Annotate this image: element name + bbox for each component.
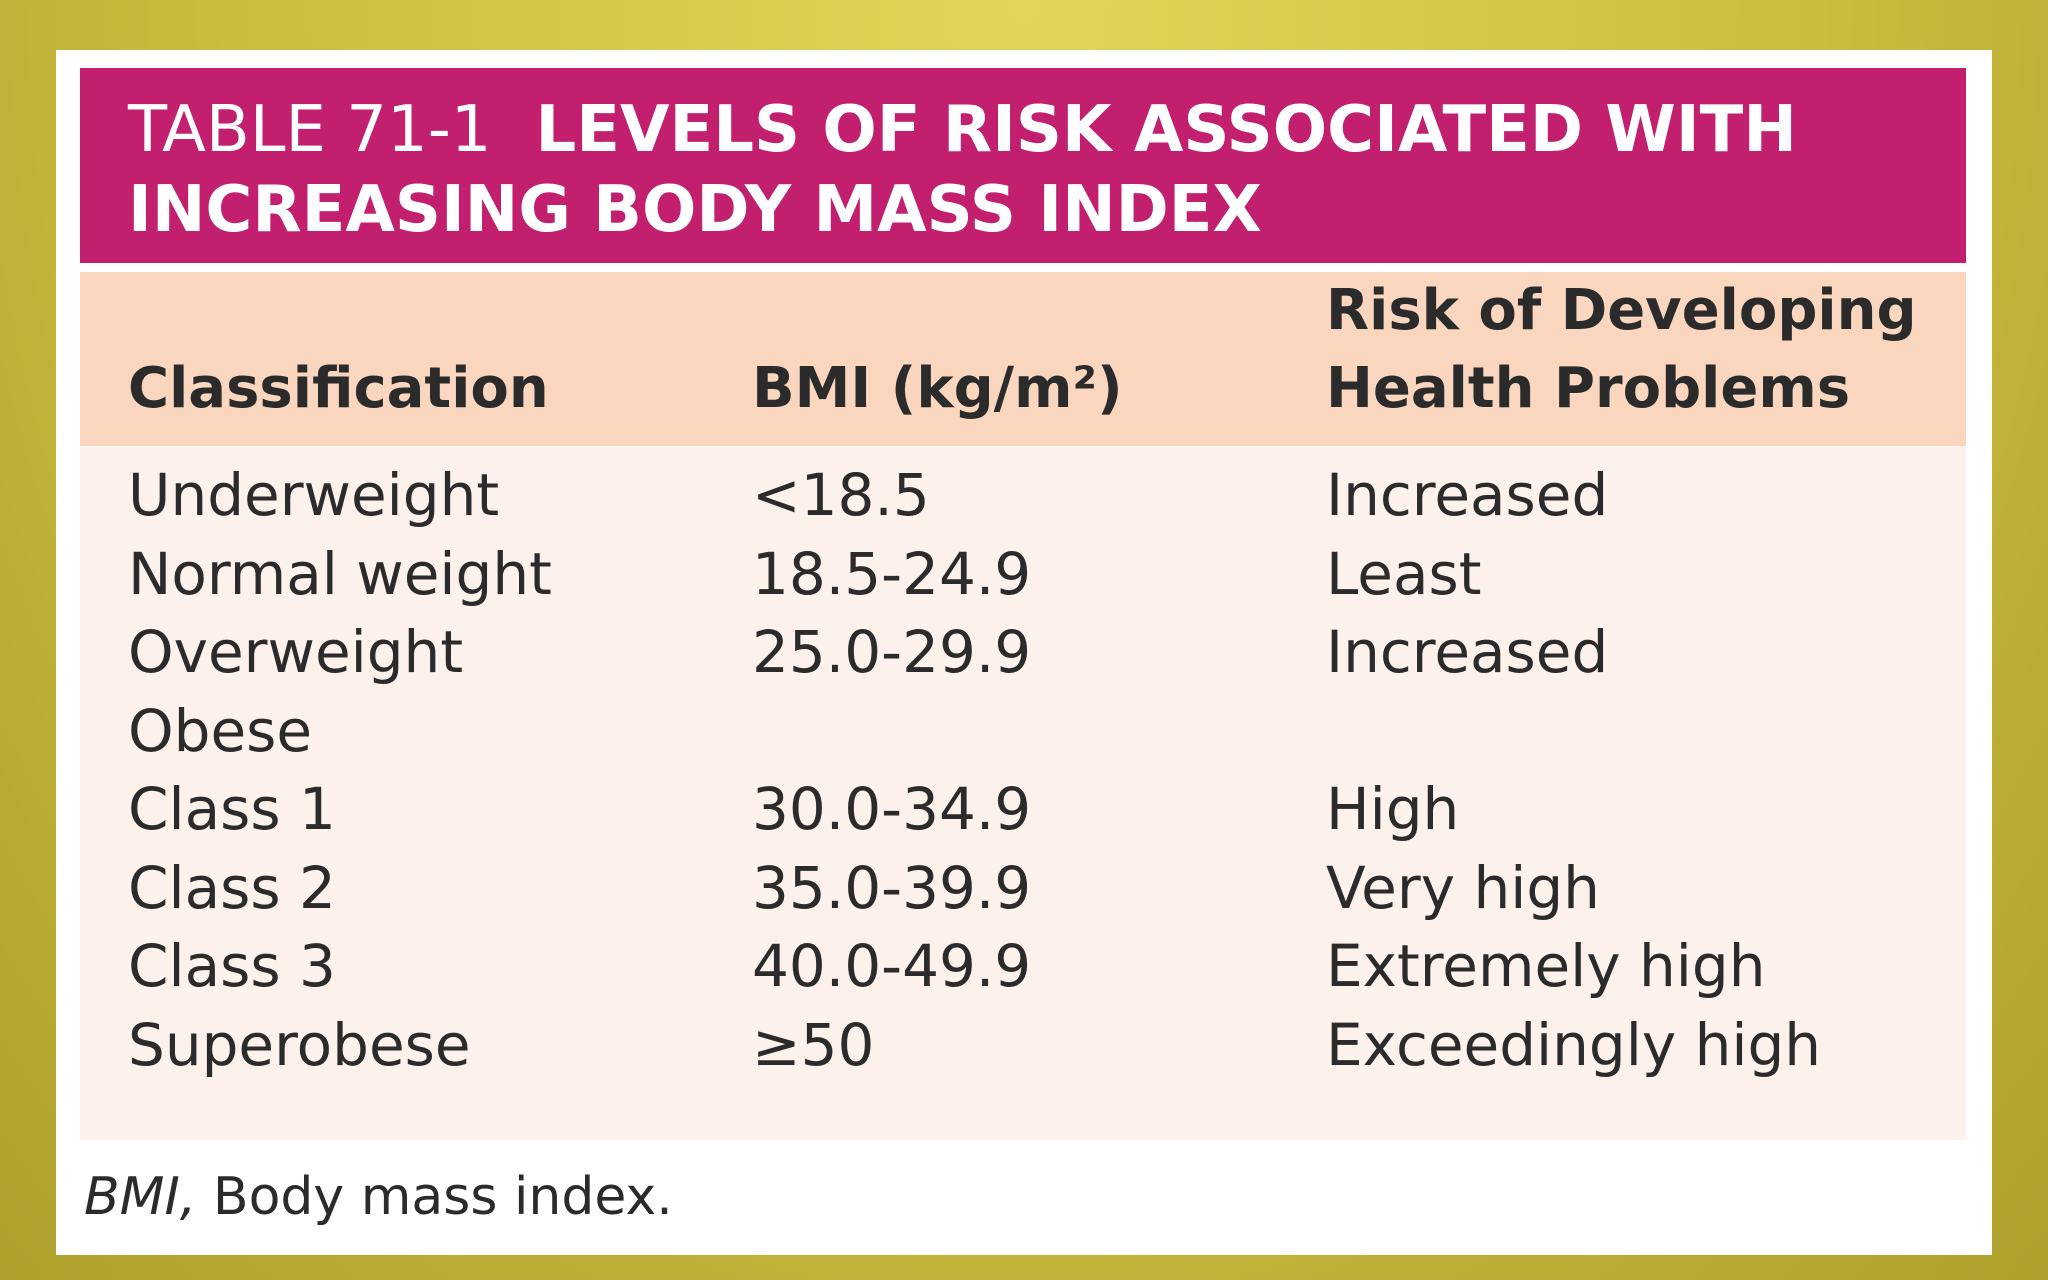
table-number: TABLE 71-1 (128, 93, 492, 167)
cell-risk: High (1326, 775, 1460, 843)
header-risk-line-2: Health Problems (1326, 356, 1851, 421)
cell-bmi: 25.0-29.9 (752, 618, 1032, 686)
table-row: Class 1 30.0-34.9 High (80, 770, 1966, 849)
table-row: Class 2 35.0-39.9 Very high (80, 849, 1966, 928)
cell-classification: Superobese (128, 1010, 471, 1079)
cell-classification: Underweight (128, 461, 500, 529)
cell-classification: Overweight (128, 618, 464, 686)
table-footnote: BMI, Body mass index. (84, 1162, 673, 1232)
cell-classification: Normal weight (128, 539, 552, 608)
cell-risk: Least (1326, 539, 1482, 608)
table-row: Class 3 40.0-49.9 Extremely high (80, 927, 1966, 1006)
cell-classification: Class 1 (128, 775, 336, 843)
table-title-line-2: INCREASING BODY MASS INDEX (128, 173, 1262, 247)
cell-risk: Exceedingly high (1326, 1010, 1822, 1079)
cell-bmi: 40.0-49.9 (752, 932, 1032, 1000)
cell-bmi: ≥50 (752, 1010, 875, 1079)
footnote-text: Body mass index. (196, 1167, 673, 1227)
table-header-row: Classification BMI (kg/m²) Risk of Devel… (80, 272, 1966, 446)
cell-bmi: <18.5 (752, 461, 930, 529)
title-line-1: TABLE 71-1 LEVELS OF RISK ASSOCIATED WITH (128, 90, 1966, 170)
cell-bmi: 30.0-34.9 (752, 775, 1032, 843)
cell-bmi: 18.5-24.9 (752, 539, 1032, 608)
table-title-bar: TABLE 71-1 LEVELS OF RISK ASSOCIATED WITH… (80, 68, 1966, 263)
header-bmi: BMI (kg/m²) (752, 356, 1123, 421)
cell-classification: Obese (128, 696, 313, 765)
table-row: Normal weight 18.5-24.9 Least (80, 535, 1966, 614)
table-row: Superobese ≥50 Exceedingly high (80, 1006, 1966, 1085)
table-row: Underweight <18.5 Increased (80, 456, 1966, 535)
table-row: Overweight 25.0-29.9 Increased (80, 613, 1966, 692)
cell-risk: Increased (1326, 618, 1609, 686)
header-risk-line-1: Risk of Developing (1326, 278, 1917, 343)
footnote-abbreviation: BMI, (84, 1167, 197, 1227)
cell-risk: Extremely high (1326, 932, 1766, 1000)
cell-classification: Class 2 (128, 853, 336, 922)
table-title-line-1: LEVELS OF RISK ASSOCIATED WITH (535, 93, 1797, 167)
table-row: Obese (80, 692, 1966, 771)
slide-card: TABLE 71-1 LEVELS OF RISK ASSOCIATED WITH… (56, 50, 1992, 1255)
cell-classification: Class 3 (128, 932, 336, 1000)
table-body: Underweight <18.5 Increased Normal weigh… (80, 456, 1966, 1084)
header-risk: Risk of Developing Health Problems (1326, 272, 1917, 428)
header-classification: Classification (128, 356, 549, 421)
bmi-risk-table: Classification BMI (kg/m²) Risk of Devel… (80, 272, 1966, 1140)
cell-risk: Increased (1326, 461, 1609, 529)
cell-risk: Very high (1326, 853, 1600, 922)
cell-bmi: 35.0-39.9 (752, 853, 1032, 922)
